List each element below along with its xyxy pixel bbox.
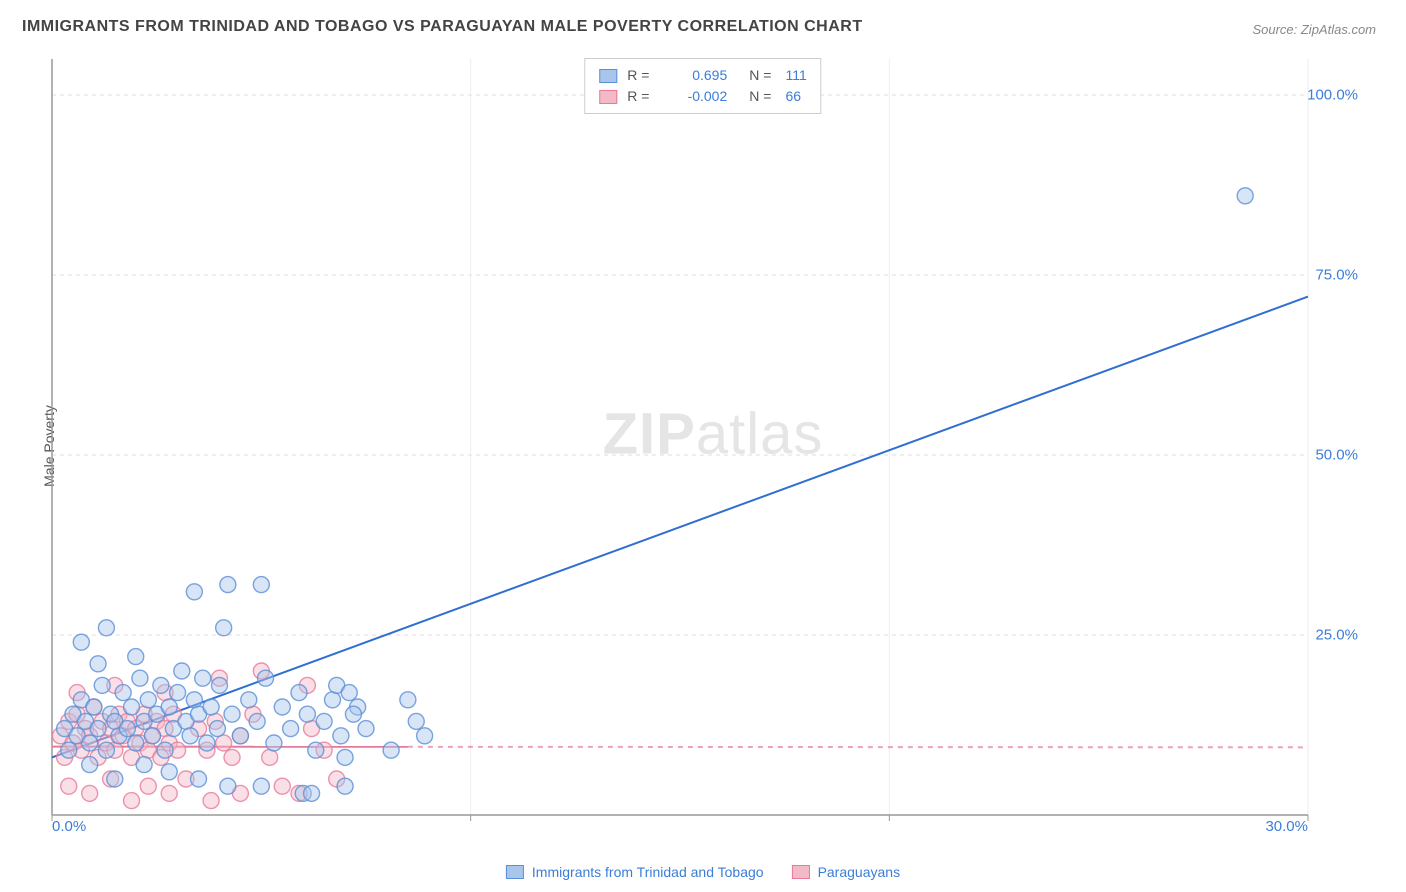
legend-row-paraguay: R = -0.002 N = 66 (599, 86, 806, 107)
swatch-trinidad (599, 69, 617, 83)
scatter-svg (48, 55, 1378, 845)
legend-item-paraguay: Paraguayans (792, 864, 901, 880)
legend-row-trinidad: R = 0.695 N = 111 (599, 65, 806, 86)
y-tick-label: 25.0% (1315, 627, 1358, 644)
swatch-trinidad-icon (506, 865, 524, 879)
plot-area: ZIPatlas 25.0%50.0%75.0%100.0%0.0%30.0% (48, 55, 1378, 845)
r-value-trinidad: 0.695 (667, 65, 727, 86)
source-attribution: Source: ZipAtlas.com (1252, 22, 1376, 37)
n-label: N = (749, 65, 771, 86)
n-value-paraguay: 66 (785, 86, 801, 107)
r-label: R = (627, 65, 657, 86)
legend-label-trinidad: Immigrants from Trinidad and Tobago (532, 864, 764, 880)
legend-item-trinidad: Immigrants from Trinidad and Tobago (506, 864, 764, 880)
chart-title: IMMIGRANTS FROM TRINIDAD AND TOBAGO VS P… (22, 18, 863, 36)
y-tick-label: 75.0% (1315, 267, 1358, 284)
y-tick-label: 50.0% (1315, 447, 1358, 464)
x-tick-label: 0.0% (52, 818, 86, 835)
r-value-paraguay: -0.002 (667, 86, 727, 107)
n-value-trinidad: 111 (785, 65, 806, 86)
n-label: N = (749, 86, 771, 107)
series-legend: Immigrants from Trinidad and Tobago Para… (506, 864, 900, 880)
x-tick-label: 30.0% (1265, 818, 1308, 835)
legend-label-paraguay: Paraguayans (818, 864, 901, 880)
correlation-legend: R = 0.695 N = 111 R = -0.002 N = 66 (584, 58, 821, 114)
swatch-paraguay-icon (792, 865, 810, 879)
r-label: R = (627, 86, 657, 107)
y-tick-label: 100.0% (1307, 87, 1358, 104)
swatch-paraguay (599, 90, 617, 104)
